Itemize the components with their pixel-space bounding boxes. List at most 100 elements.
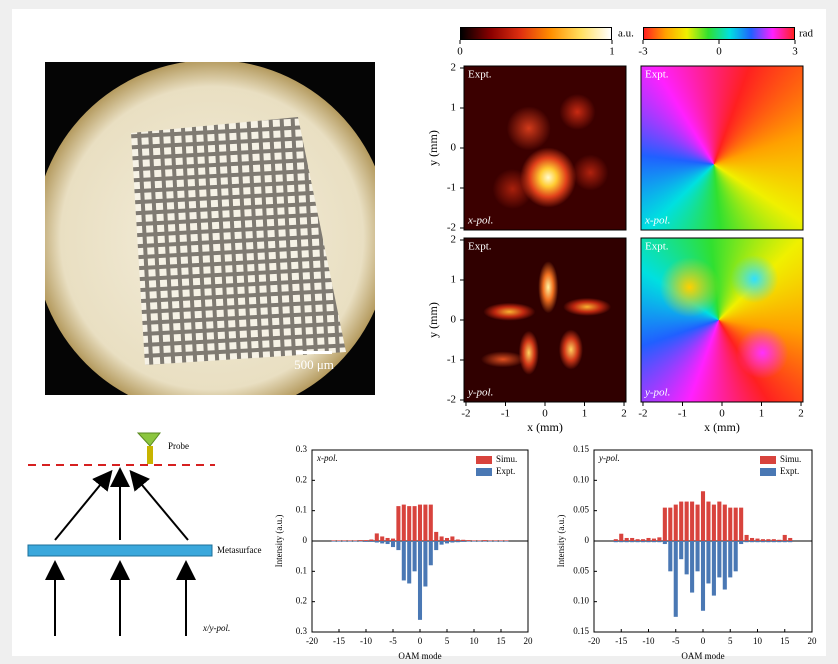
bar	[663, 508, 667, 541]
bar	[375, 541, 379, 543]
bar	[641, 539, 645, 541]
x-tick-label: 5	[728, 636, 733, 646]
legend-swatch	[476, 468, 492, 476]
bar	[434, 532, 438, 541]
colorbar-tick-label: 3	[792, 46, 798, 58]
x-tick-label: -10	[360, 636, 372, 646]
x-tick-label: 20	[524, 636, 534, 646]
map-frame	[641, 238, 803, 402]
x-tick-label: 0	[542, 408, 548, 420]
bar	[380, 536, 384, 541]
photo	[34, 60, 390, 416]
y-tick-label: 1	[451, 102, 457, 114]
bar	[337, 541, 341, 542]
bar	[450, 536, 454, 541]
x-tick-label: -2	[461, 408, 470, 420]
y-axis-label: Intensity (a.u.)	[274, 515, 284, 568]
bar	[777, 540, 781, 541]
bar	[423, 505, 427, 541]
figure: 500 μm Probe Metasurface x/y-pol. a.u. r…	[0, 0, 838, 664]
y-tick-label: 2	[451, 62, 457, 74]
bar	[706, 541, 710, 583]
y-tick-label: 0.05	[573, 505, 589, 515]
bar	[364, 541, 368, 542]
bar	[663, 541, 667, 544]
bar	[407, 506, 411, 541]
bar	[652, 541, 656, 542]
bar	[418, 505, 422, 541]
bar	[766, 541, 770, 542]
bar	[402, 505, 406, 541]
bar	[499, 540, 503, 541]
legend-label: Expt.	[496, 466, 515, 476]
bar	[504, 541, 508, 542]
bar	[494, 541, 498, 542]
bar	[761, 539, 765, 541]
legend-label: Simu.	[780, 454, 801, 464]
map-frame	[464, 238, 626, 402]
bar	[625, 541, 629, 542]
panel-tag: Expt.	[645, 69, 669, 81]
bar	[364, 540, 368, 541]
bar	[772, 541, 776, 542]
bar	[734, 508, 738, 541]
x-tick-label: 20	[808, 636, 818, 646]
bar	[636, 541, 640, 542]
bar	[391, 541, 395, 547]
bar	[348, 541, 352, 542]
panel-pol: x-pol.	[467, 215, 493, 227]
bar	[750, 538, 754, 541]
bar	[630, 541, 634, 542]
x-tick-label: 10	[753, 636, 763, 646]
polarization-label: x/y-pol.	[202, 623, 230, 633]
bar	[461, 541, 465, 542]
x-tick-label: -15	[333, 636, 345, 646]
bar	[348, 540, 352, 541]
y-tick-label: 2	[451, 234, 457, 246]
bar	[332, 541, 336, 542]
panel-tag: Expt.	[468, 69, 492, 81]
y-axis-label: y (mm)	[426, 302, 440, 338]
bar	[657, 541, 661, 542]
bar	[641, 541, 645, 542]
legend-swatch	[760, 468, 776, 476]
bar	[777, 541, 781, 542]
bar	[674, 505, 678, 541]
diagram	[28, 433, 215, 636]
panel-pol: x-pol.	[644, 215, 670, 227]
bar	[614, 541, 618, 542]
bar	[646, 538, 650, 541]
x-tick-label: 15	[780, 636, 790, 646]
bar	[413, 541, 417, 571]
x-tick-label: 0	[418, 636, 423, 646]
bar	[396, 541, 400, 550]
amplitude-unit: a.u.	[618, 28, 634, 40]
bar	[723, 505, 727, 541]
bar	[745, 541, 749, 542]
panel-pol: y-pol.	[644, 387, 670, 399]
bar	[701, 541, 705, 611]
bar	[369, 541, 373, 542]
bar	[636, 539, 640, 541]
bar	[625, 538, 629, 541]
bar	[440, 541, 444, 545]
y-tick-label: 0	[585, 535, 590, 545]
figure-svg: 500 μm Probe Metasurface x/y-pol. a.u. r…	[0, 0, 838, 664]
bar	[717, 502, 721, 541]
bar	[696, 541, 700, 571]
bar	[657, 537, 661, 541]
bar	[723, 541, 727, 590]
y-axis-label: Intensity (a.u.)	[556, 515, 566, 568]
bar	[619, 541, 623, 542]
bar	[739, 508, 743, 541]
bar	[646, 541, 650, 542]
bar	[685, 502, 689, 541]
y-tick-label: 0.1	[296, 505, 307, 515]
bar	[407, 541, 411, 583]
bar	[728, 541, 732, 577]
x-tick-label: -15	[615, 636, 627, 646]
bar	[477, 541, 481, 542]
bar	[783, 535, 787, 541]
chart-title: x-pol.	[316, 453, 338, 463]
bar	[788, 541, 792, 542]
